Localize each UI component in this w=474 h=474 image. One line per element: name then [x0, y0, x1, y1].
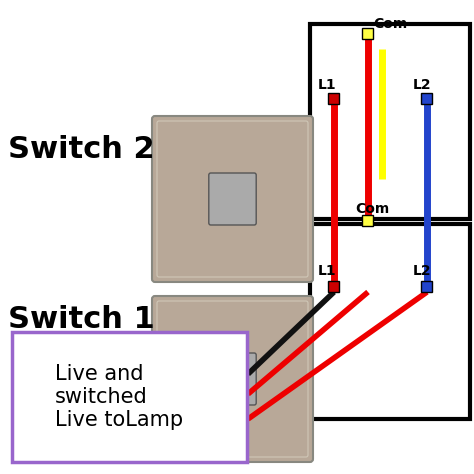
Bar	[328, 93, 339, 104]
Text: L1: L1	[318, 78, 337, 92]
Bar	[362, 215, 373, 226]
Text: L1: L1	[318, 264, 337, 278]
Text: Com: Com	[373, 17, 407, 31]
Text: Com: Com	[355, 202, 389, 216]
Bar	[310, 224, 470, 419]
Text: Switch 2: Switch 2	[8, 135, 155, 164]
Bar	[12, 332, 247, 462]
FancyBboxPatch shape	[209, 173, 256, 225]
Bar	[421, 281, 432, 292]
FancyBboxPatch shape	[209, 353, 256, 405]
Bar	[362, 28, 373, 39]
FancyBboxPatch shape	[152, 296, 313, 462]
Text: Switch 1: Switch 1	[8, 304, 155, 334]
Bar	[310, 24, 470, 219]
Bar	[328, 281, 339, 292]
Bar	[421, 93, 432, 104]
Text: L2: L2	[413, 264, 432, 278]
Text: Live and
switched
Live toLamp: Live and switched Live toLamp	[55, 364, 183, 430]
Text: L2: L2	[413, 78, 432, 92]
FancyBboxPatch shape	[152, 116, 313, 282]
